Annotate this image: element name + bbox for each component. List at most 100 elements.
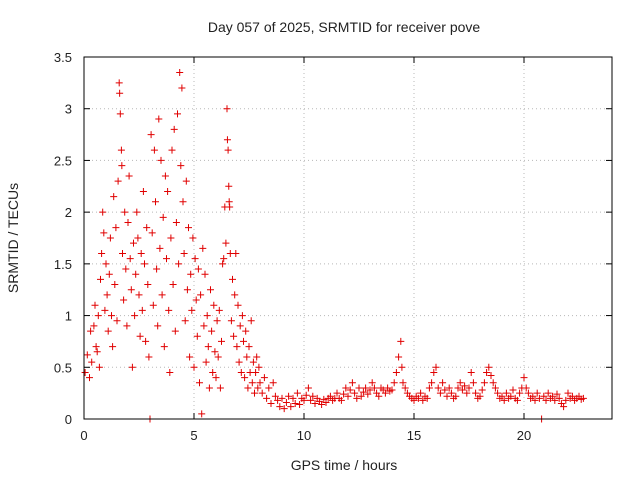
data-point [351, 389, 359, 397]
data-point [467, 368, 475, 376]
data-point [213, 317, 221, 325]
data-point [216, 384, 224, 392]
data-point [154, 322, 162, 330]
data-point [423, 394, 431, 402]
data-point [533, 389, 541, 397]
data-point [244, 384, 252, 392]
data-point [165, 306, 173, 314]
data-point [161, 172, 169, 180]
data-point [157, 156, 165, 164]
data-point [456, 379, 464, 387]
data-point [439, 379, 447, 387]
data-point [215, 306, 223, 314]
data-point [300, 396, 308, 404]
data-point [278, 394, 286, 402]
data-point [498, 392, 506, 400]
data-point [417, 389, 425, 397]
data-point [233, 343, 241, 351]
data-point [560, 403, 568, 411]
data-points [81, 69, 587, 423]
data-point [296, 401, 304, 409]
data-point [163, 255, 170, 263]
data-point [205, 384, 213, 392]
data-point [115, 79, 123, 87]
data-point [86, 374, 93, 382]
data-point [452, 392, 460, 400]
data-point [401, 384, 409, 392]
y-tick-label: 2 [65, 205, 72, 220]
data-point [445, 384, 453, 392]
data-point [177, 162, 185, 170]
data-point [302, 391, 310, 399]
data-point [220, 255, 228, 263]
data-point [251, 389, 258, 397]
data-point [139, 187, 147, 195]
data-point [113, 317, 121, 325]
data-point [167, 234, 175, 242]
data-point [190, 363, 198, 371]
data-point [395, 353, 403, 361]
data-point [289, 394, 297, 402]
x-tick-label: 20 [517, 428, 531, 443]
data-point [465, 384, 473, 392]
data-point [549, 392, 557, 400]
data-point [249, 358, 257, 366]
data-point [152, 198, 159, 206]
data-point [375, 392, 383, 400]
data-point [168, 146, 176, 154]
data-point [234, 301, 242, 309]
data-point [148, 229, 156, 237]
data-point [254, 384, 262, 392]
data-point [282, 398, 290, 406]
data-point [93, 348, 101, 356]
data-point [149, 301, 157, 309]
data-point [381, 389, 389, 397]
data-point [121, 208, 129, 216]
data-point [122, 265, 130, 273]
data-point [333, 389, 341, 397]
data-point [226, 203, 234, 211]
data-point [487, 372, 495, 380]
data-point [134, 234, 142, 242]
data-point [472, 389, 480, 397]
data-point [326, 392, 334, 400]
data-point [237, 368, 245, 376]
data-point [489, 379, 497, 387]
y-tick-label: 3.5 [54, 50, 72, 65]
x-tick-label: 5 [190, 428, 197, 443]
data-point [125, 172, 133, 180]
data-point [366, 386, 374, 394]
data-point [551, 396, 559, 404]
data-point [265, 384, 273, 392]
data-point [232, 250, 240, 258]
data-point [368, 379, 376, 387]
data-point [222, 239, 230, 247]
plot-frame [83, 56, 613, 420]
data-point [183, 286, 191, 294]
data-point [436, 389, 444, 397]
data-point [553, 390, 561, 398]
data-point [181, 317, 189, 325]
data-point [342, 384, 350, 392]
data-point [200, 322, 208, 330]
data-point [95, 363, 103, 371]
data-point [231, 291, 239, 299]
data-point [348, 379, 356, 387]
data-point [520, 374, 528, 382]
data-point [123, 322, 131, 330]
data-point [478, 386, 486, 394]
data-point [225, 182, 233, 190]
data-point [555, 394, 563, 402]
data-point [126, 255, 134, 263]
y-tick-label: 0 [65, 412, 72, 427]
data-point [535, 394, 543, 402]
data-point [392, 368, 400, 376]
data-point [390, 379, 398, 387]
data-point [280, 405, 288, 413]
data-point [285, 392, 293, 400]
data-point [185, 224, 192, 232]
data-point [112, 224, 120, 232]
data-point [353, 394, 361, 402]
data-point [223, 136, 231, 144]
data-point [267, 399, 275, 407]
